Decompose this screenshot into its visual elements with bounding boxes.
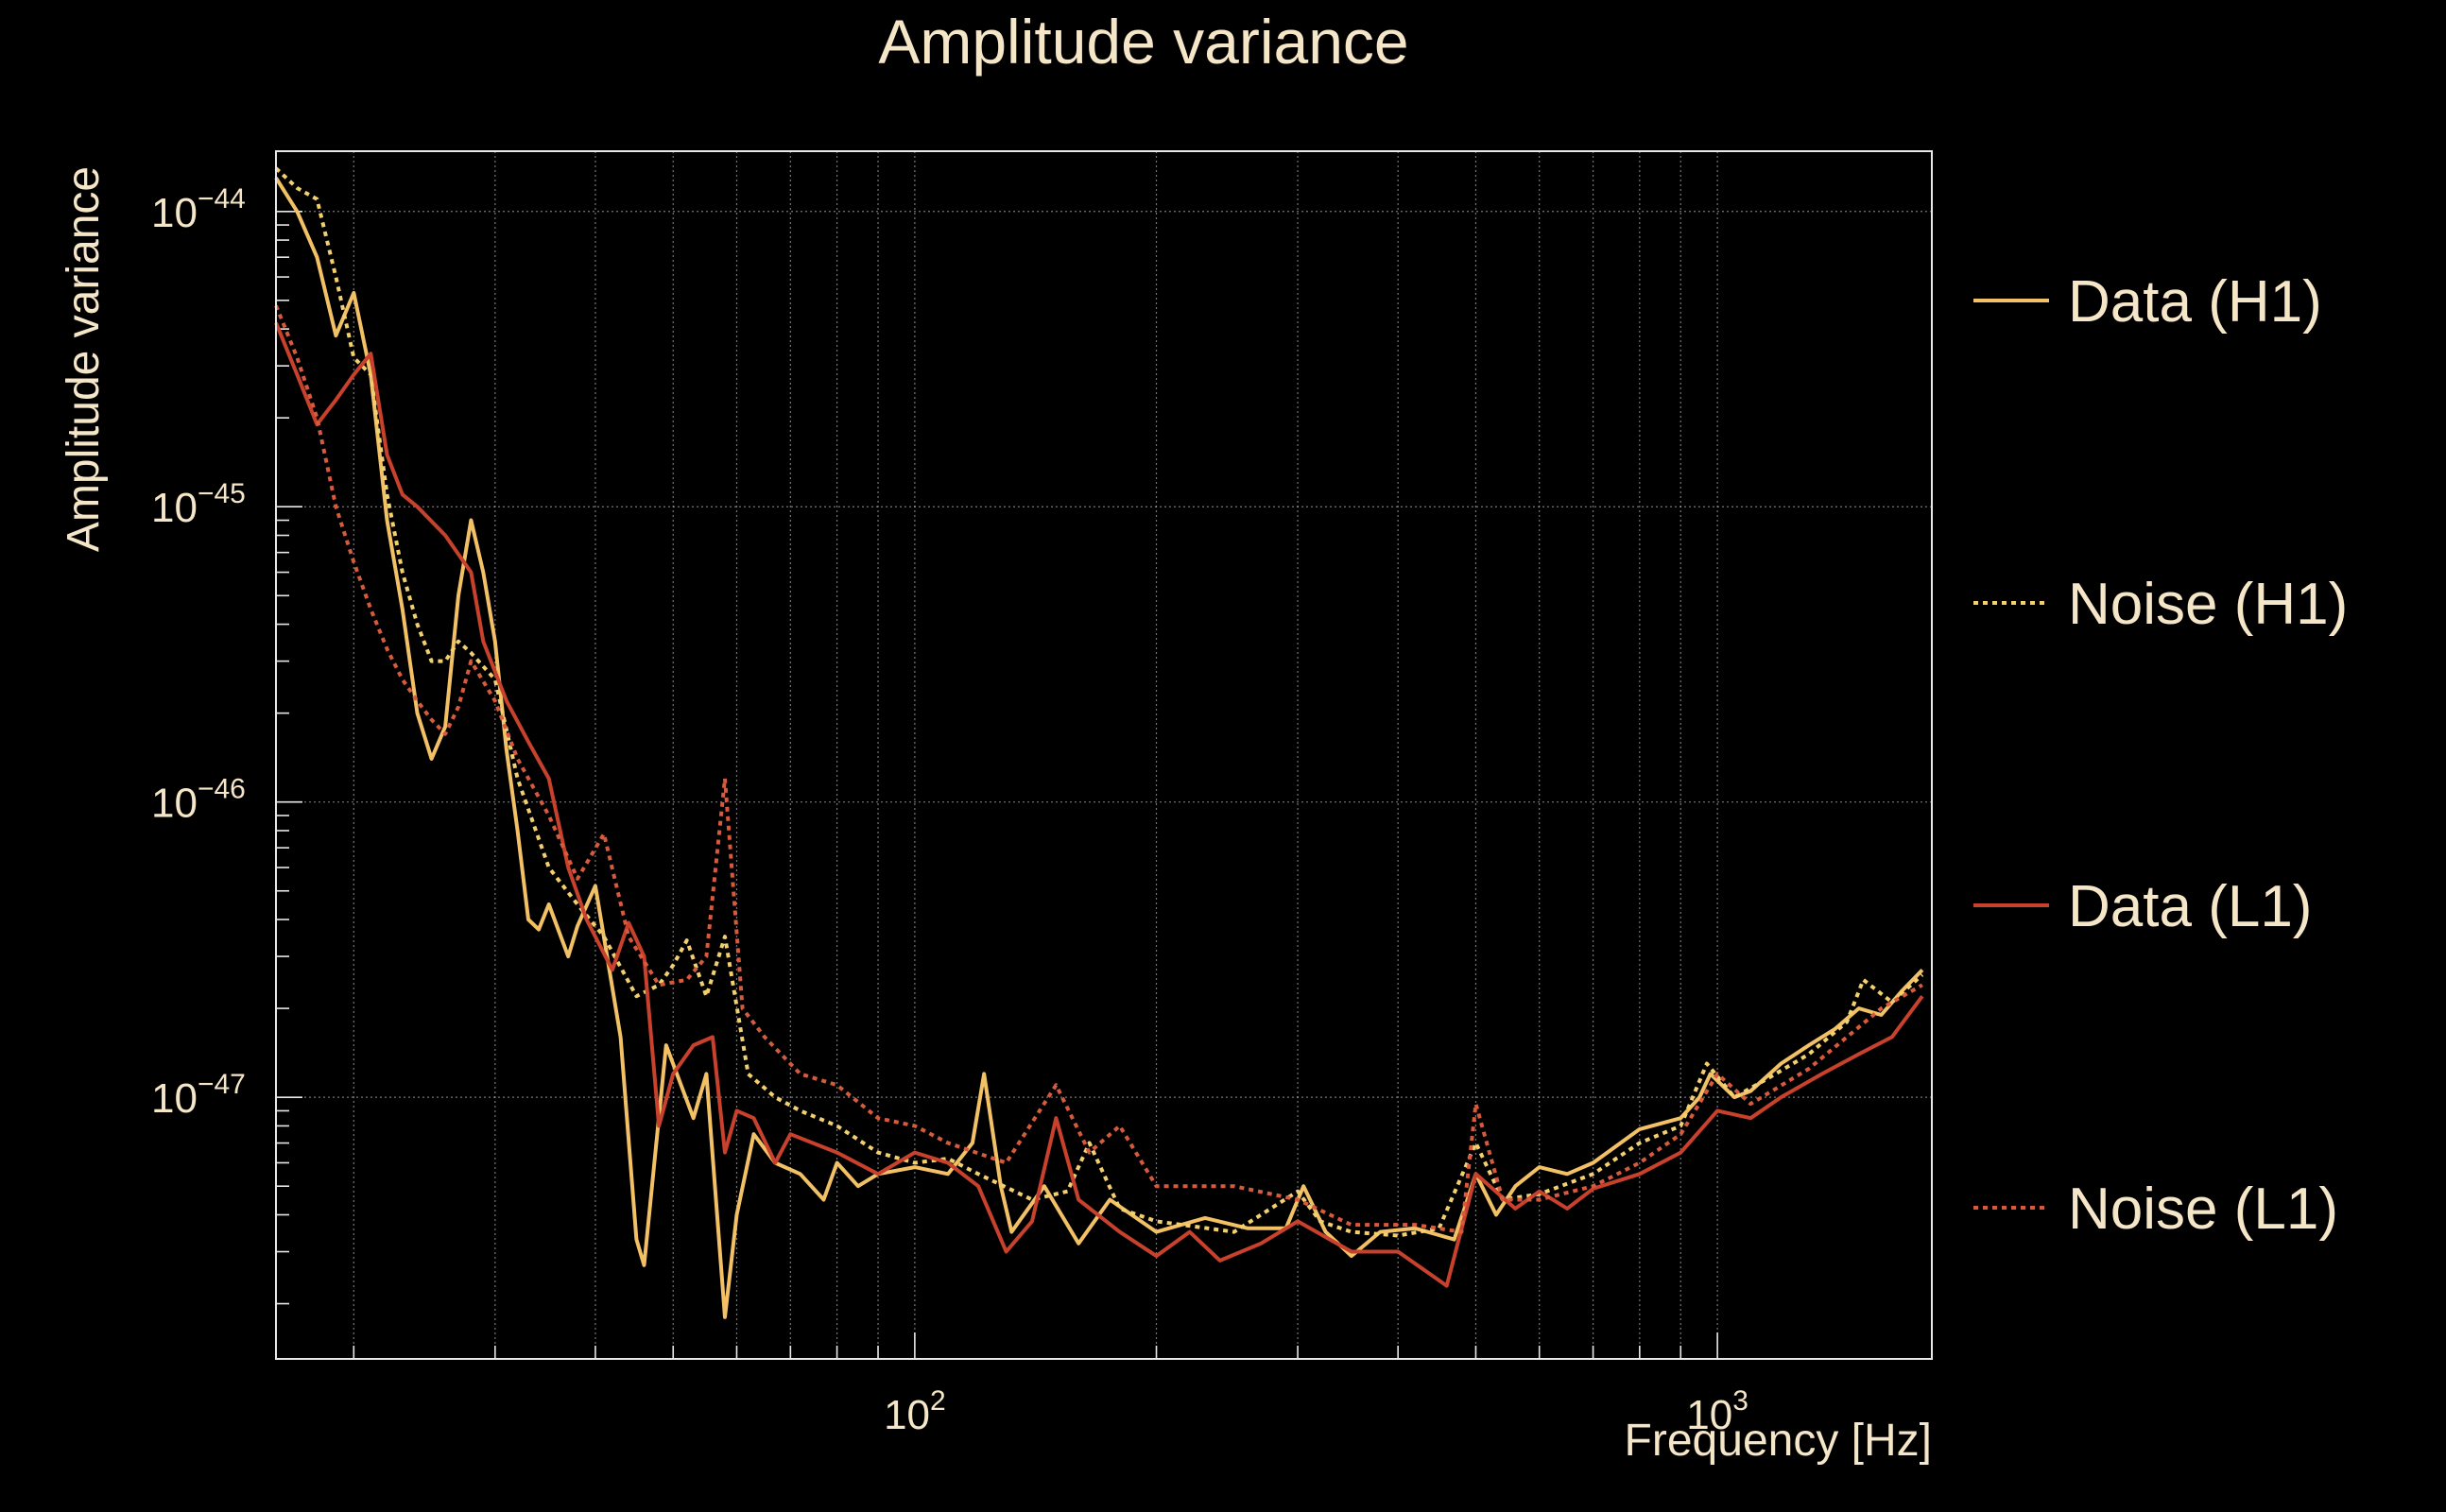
- legend: Data (H1) Noise (H1) Data (L1) Noise (L1): [1973, 269, 2348, 1242]
- x-tick-label: 103: [1686, 1385, 1748, 1438]
- y-axis-label: Amplitude variance: [59, 166, 109, 552]
- y-tick-label: 10−44: [151, 183, 246, 236]
- series-line-4: [274, 304, 1923, 1234]
- legend-label: Noise (H1): [2068, 572, 2348, 637]
- series-line-2: [274, 166, 1924, 1238]
- y-tick-label: 10−46: [151, 774, 246, 827]
- plot-series: [274, 166, 1924, 1319]
- legend-label: Data (L1): [2068, 874, 2312, 939]
- legend-label: Noise (L1): [2068, 1177, 2338, 1242]
- x-tick-label: 102: [884, 1385, 946, 1438]
- legend-label: Data (H1): [2068, 269, 2322, 335]
- plot-frame: [275, 150, 1933, 1360]
- series-line-1: [274, 177, 1924, 1319]
- x-axis-label: Frequency [Hz]: [1625, 1416, 1932, 1466]
- y-tick-label: 10−45: [151, 478, 246, 531]
- y-tick-label: 10−47: [151, 1069, 246, 1122]
- chart-title: Amplitude variance: [878, 7, 1408, 77]
- axis-ticks: 102 103 10−44 10−45 10−46 10−47: [151, 183, 1748, 1438]
- series-line-3: [274, 321, 1924, 1288]
- grid-lines: [276, 151, 1932, 1359]
